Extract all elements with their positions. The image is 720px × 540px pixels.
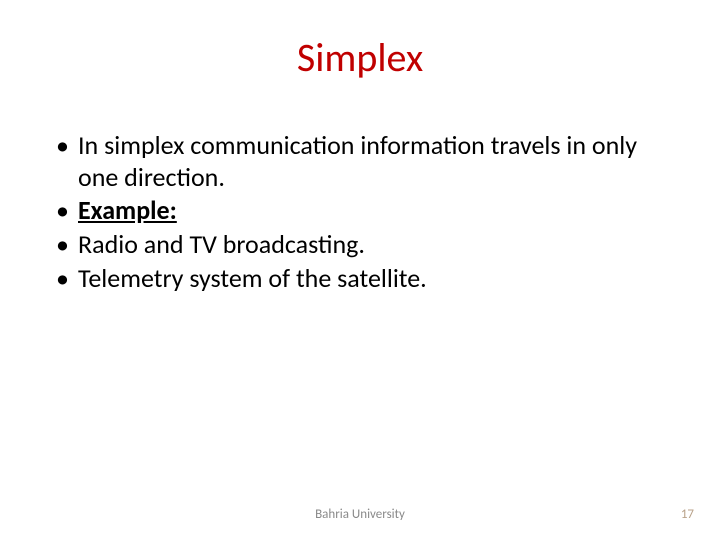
bullet-text: Radio and TV broadcasting. xyxy=(78,228,365,260)
bullet-list: In simplex communication information tra… xyxy=(50,130,670,295)
footer-text: Bahria University xyxy=(0,507,720,522)
bullet-text: In simplex communication information tra… xyxy=(78,129,637,193)
bullet-item: Example: xyxy=(50,195,670,227)
bullet-text: Telemetry system of the satellite. xyxy=(78,262,427,294)
bullet-item: Radio and TV broadcasting. xyxy=(50,229,670,261)
slide: Simplex In simplex communication informa… xyxy=(0,0,720,540)
bullet-item: Telemetry system of the satellite. xyxy=(50,263,670,295)
page-number: 17 xyxy=(681,507,694,522)
slide-body: In simplex communication information tra… xyxy=(0,130,720,295)
slide-title: Simplex xyxy=(0,0,720,82)
bullet-text: Example: xyxy=(78,194,177,226)
bullet-item: In simplex communication information tra… xyxy=(50,130,670,193)
